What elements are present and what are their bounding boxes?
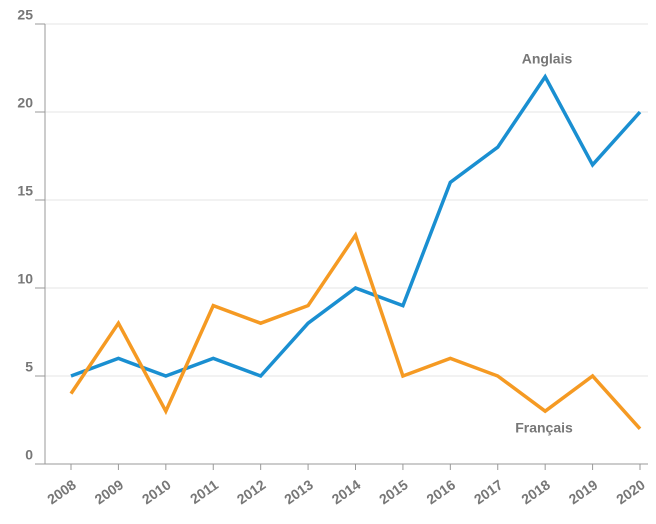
x-tick-label: 2015 xyxy=(376,476,411,507)
series-label: Anglais xyxy=(522,51,573,67)
x-tick-label: 2011 xyxy=(187,476,221,507)
y-tick-label: 20 xyxy=(17,95,33,111)
x-tick-label: 2020 xyxy=(613,476,648,507)
x-tick-label: 2017 xyxy=(471,476,506,507)
y-tick-label: 5 xyxy=(25,359,33,375)
x-tick-label: 2012 xyxy=(234,476,269,507)
x-tick-label: 2016 xyxy=(423,476,458,507)
y-tick-label: 25 xyxy=(17,7,33,23)
line-series xyxy=(70,73,642,379)
x-tick-label: 2008 xyxy=(44,476,79,507)
y-tick-label: 15 xyxy=(17,183,33,199)
y-tick-label: 10 xyxy=(17,271,33,287)
x-tick-label: 2013 xyxy=(281,476,316,507)
x-tick-label: 2009 xyxy=(92,476,127,507)
x-tick-label: 2010 xyxy=(139,476,174,507)
y-tick-label: 0 xyxy=(25,447,33,463)
x-tick-label: 2014 xyxy=(329,476,364,507)
x-tick-label: 2018 xyxy=(518,476,553,507)
line-series xyxy=(69,231,642,430)
x-tick-label: 2019 xyxy=(566,476,601,507)
series-label: Français xyxy=(515,420,573,436)
